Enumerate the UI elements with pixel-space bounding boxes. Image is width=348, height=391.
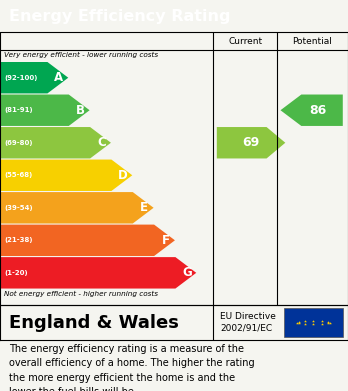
Text: 69: 69 — [243, 136, 260, 149]
Text: England & Wales: England & Wales — [9, 314, 179, 332]
Text: C: C — [97, 136, 106, 149]
Polygon shape — [0, 127, 111, 158]
Text: D: D — [118, 169, 128, 182]
Text: Very energy efficient - lower running costs: Very energy efficient - lower running co… — [4, 52, 158, 58]
Text: G: G — [182, 266, 192, 279]
Text: A: A — [54, 71, 63, 84]
Polygon shape — [0, 257, 196, 289]
Polygon shape — [0, 62, 68, 93]
Text: (55-68): (55-68) — [4, 172, 32, 178]
Text: F: F — [161, 234, 169, 247]
Text: B: B — [76, 104, 85, 117]
Text: Energy Efficiency Rating: Energy Efficiency Rating — [9, 9, 230, 23]
Text: EU Directive
2002/91/EC: EU Directive 2002/91/EC — [220, 312, 276, 333]
Text: 86: 86 — [309, 104, 326, 117]
Text: (39-54): (39-54) — [4, 205, 33, 211]
Text: Not energy efficient - higher running costs: Not energy efficient - higher running co… — [4, 291, 158, 297]
Polygon shape — [280, 95, 343, 126]
Polygon shape — [217, 127, 285, 158]
Bar — [284, 308, 343, 337]
Text: Current: Current — [228, 36, 262, 45]
Text: (81-91): (81-91) — [4, 107, 33, 113]
Text: Potential: Potential — [293, 36, 332, 45]
Polygon shape — [0, 95, 89, 126]
Polygon shape — [0, 224, 175, 256]
Text: (21-38): (21-38) — [4, 237, 33, 243]
Text: The energy efficiency rating is a measure of the
overall efficiency of a home. T: The energy efficiency rating is a measur… — [9, 344, 254, 391]
Polygon shape — [0, 160, 132, 191]
Text: (1-20): (1-20) — [4, 270, 28, 276]
Text: (92-100): (92-100) — [4, 75, 38, 81]
Text: E: E — [140, 201, 148, 214]
Text: (69-80): (69-80) — [4, 140, 33, 146]
Polygon shape — [0, 192, 153, 224]
